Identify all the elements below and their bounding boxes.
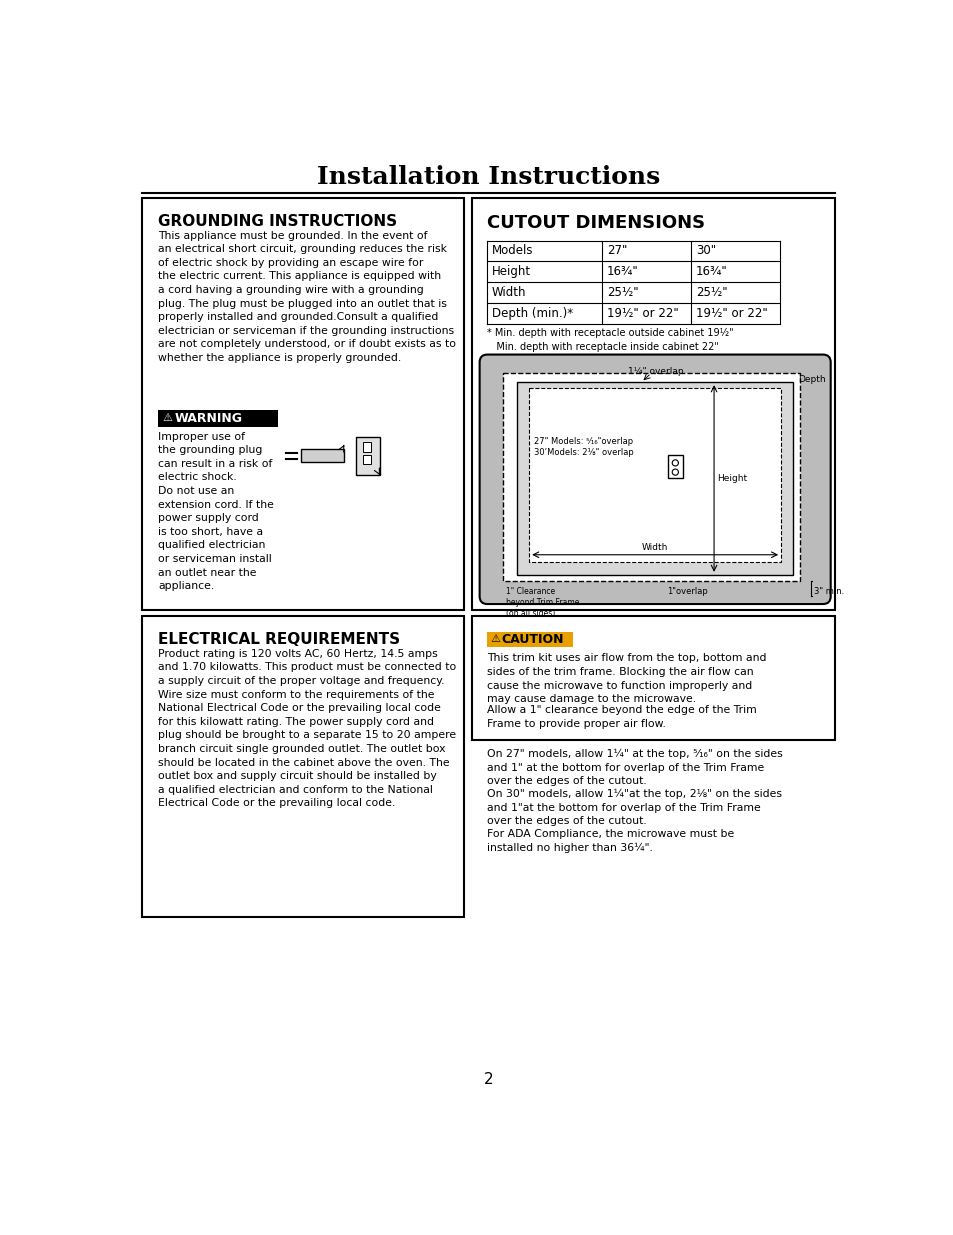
Text: On 27" models, allow 1¼" at the top, ⁵⁄₁₆" on the sides
and 1" at the bottom for: On 27" models, allow 1¼" at the top, ⁵⁄₁… [487,748,782,787]
Bar [502,373,799,580]
Text: * Min. depth with receptacle outside cabinet 19½"
   Min. depth with receptacle : * Min. depth with receptacle outside cab… [487,329,733,352]
Bar [142,616,464,916]
Text: Improper use of
the grounding plug
can result in a risk of
electric shock.
Do no: Improper use of the grounding plug can r… [158,431,274,592]
Bar [667,456,682,478]
Text: 25½": 25½" [606,287,638,299]
Text: On 30" models, allow 1¼"at the top, 2⅛" on the sides
and 1"at the bottom for ove: On 30" models, allow 1¼"at the top, 2⅛" … [487,789,781,826]
Bar [487,632,572,647]
Text: 16¾": 16¾" [695,266,727,278]
Bar [517,383,793,574]
Text: WARNING: WARNING [174,412,243,425]
Bar [363,454,371,464]
Text: Product rating is 120 volts AC, 60 Hertz, 14.5 amps
and 1.70 kilowatts. This pro: Product rating is 120 volts AC, 60 Hertz… [158,648,456,808]
Text: 27": 27" [606,245,626,257]
Bar [472,616,835,740]
Text: 19½" or 22": 19½" or 22" [606,306,678,320]
Text: This trim kit uses air flow from the top, bottom and
sides of the trim frame. Bl: This trim kit uses air flow from the top… [487,653,766,704]
Text: GROUNDING INSTRUCTIONS: GROUNDING INSTRUCTIONS [158,214,396,228]
Text: Installation Instructions: Installation Instructions [317,165,659,189]
Bar [529,389,781,562]
Text: 2: 2 [483,1072,494,1087]
Text: 3" min.: 3" min. [813,587,843,597]
Bar [301,448,344,462]
Text: Height: Height [492,266,531,278]
Text: Models: Models [492,245,533,257]
Text: ⚠: ⚠ [162,414,172,424]
Bar [356,437,379,475]
Text: 27" Models: ⁵⁄₁₆"overlap
30’Models: 2⅛" overlap: 27" Models: ⁵⁄₁₆"overlap 30’Models: 2⅛" … [534,437,633,457]
Bar [363,442,371,452]
Text: Width: Width [492,287,526,299]
Bar [472,199,835,610]
Text: This appliance must be grounded. In the event of
an electrical short circuit, gr: This appliance must be grounded. In the … [158,231,456,363]
Text: For ADA Compliance, the microwave must be
installed no higher than 36¼".: For ADA Compliance, the microwave must b… [487,829,734,853]
Text: 30": 30" [695,245,715,257]
Text: 1" Clearance
beyond Trim Frame
(on all sides): 1" Clearance beyond Trim Frame (on all s… [505,587,578,619]
Bar [158,410,278,427]
FancyBboxPatch shape [479,354,830,604]
Text: 1"overlap: 1"overlap [666,587,707,597]
Text: 16¾": 16¾" [606,266,638,278]
Text: Width: Width [641,542,668,552]
Text: 25½": 25½" [695,287,727,299]
Text: ELECTRICAL REQUIREMENTS: ELECTRICAL REQUIREMENTS [158,632,399,647]
Text: CAUTION: CAUTION [500,634,563,646]
Text: ⚠: ⚠ [490,635,500,645]
Text: Depth (min.)*: Depth (min.)* [492,306,573,320]
Text: Height: Height [717,474,746,483]
Text: 1¼" overlap: 1¼" overlap [627,367,683,375]
Text: CUTOUT DIMENSIONS: CUTOUT DIMENSIONS [487,214,705,232]
Bar [142,199,464,610]
Text: Allow a 1" clearance beyond the edge of the Trim
Frame to provide proper air flo: Allow a 1" clearance beyond the edge of … [487,705,757,729]
Text: 19½" or 22": 19½" or 22" [695,306,767,320]
Text: Depth: Depth [798,375,825,384]
